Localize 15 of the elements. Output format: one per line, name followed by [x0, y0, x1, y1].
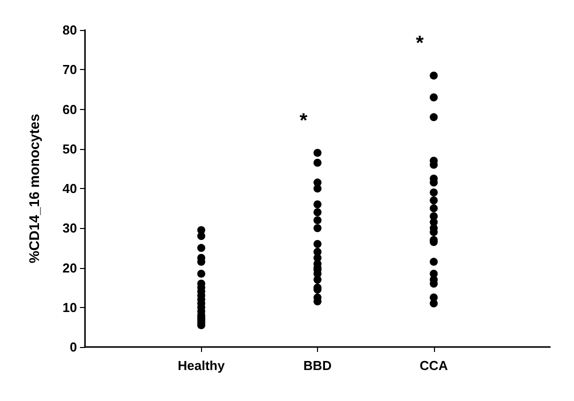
y-axis-title: %CD14_16 monocytes [26, 114, 42, 264]
annotation: * [300, 110, 308, 132]
x-tick-label: Healthy [178, 358, 226, 373]
y-tick-label: 30 [62, 220, 77, 236]
y-tick-label: 80 [62, 22, 77, 38]
annotation: * [416, 32, 424, 55]
y-tick-label: 60 [62, 102, 77, 117]
y-tick-label: 0 [70, 340, 77, 354]
y-tick-label: 40 [62, 181, 77, 196]
y-tick-label: 10 [62, 300, 77, 315]
y-tick-label: 50 [62, 141, 77, 156]
x-tick-label: CCA [420, 358, 448, 373]
y-tick-label: 70 [62, 62, 77, 78]
y-tick-label: 20 [62, 260, 77, 276]
x-tick-label: BBD [303, 358, 332, 373]
